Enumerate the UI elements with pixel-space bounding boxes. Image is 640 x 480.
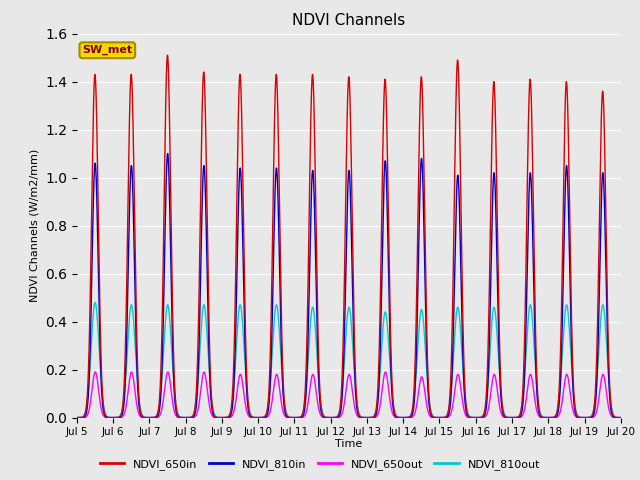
NDVI_810out bbox=[260, 414, 268, 420]
NDVI_650in bbox=[164, 52, 172, 58]
NDVI_810in bbox=[108, 415, 116, 420]
Text: SW_met: SW_met bbox=[82, 45, 132, 55]
NDVI_810out bbox=[193, 385, 201, 391]
NDVI_650out bbox=[193, 409, 201, 415]
NDVI_650out bbox=[73, 415, 81, 420]
NDVI_810out bbox=[108, 415, 116, 420]
NDVI_650in bbox=[260, 414, 268, 420]
NDVI_810out bbox=[516, 412, 524, 418]
Legend: NDVI_650in, NDVI_810in, NDVI_650out, NDVI_810out: NDVI_650in, NDVI_810in, NDVI_650out, NDV… bbox=[95, 455, 545, 474]
Line: NDVI_650in: NDVI_650in bbox=[77, 55, 621, 418]
Line: NDVI_650out: NDVI_650out bbox=[77, 372, 621, 418]
NDVI_650out bbox=[516, 415, 524, 420]
NDVI_810out bbox=[617, 415, 625, 420]
NDVI_650in bbox=[617, 415, 625, 420]
NDVI_810out bbox=[92, 300, 99, 305]
NDVI_650in bbox=[516, 413, 524, 419]
NDVI_810in bbox=[310, 203, 318, 208]
NDVI_650out bbox=[617, 415, 625, 420]
Line: NDVI_810in: NDVI_810in bbox=[77, 154, 621, 418]
NDVI_650in bbox=[73, 415, 81, 420]
NDVI_650out bbox=[92, 369, 99, 375]
NDVI_650out bbox=[108, 415, 116, 420]
Y-axis label: NDVI Channels (W/m2/mm): NDVI Channels (W/m2/mm) bbox=[29, 149, 40, 302]
NDVI_810in bbox=[86, 334, 94, 340]
NDVI_650in bbox=[108, 415, 116, 420]
NDVI_650in bbox=[86, 282, 94, 288]
Title: NDVI Channels: NDVI Channels bbox=[292, 13, 405, 28]
NDVI_810in bbox=[260, 415, 268, 420]
X-axis label: Time: Time bbox=[335, 439, 362, 449]
NDVI_810in bbox=[617, 415, 625, 420]
NDVI_650out bbox=[86, 400, 94, 406]
NDVI_810in bbox=[193, 389, 201, 395]
NDVI_810out bbox=[86, 357, 94, 362]
NDVI_810in bbox=[73, 415, 81, 420]
NDVI_810out bbox=[73, 415, 81, 420]
NDVI_810in bbox=[516, 414, 524, 420]
NDVI_650out bbox=[310, 376, 318, 382]
NDVI_650in bbox=[193, 364, 201, 370]
NDVI_810in bbox=[164, 151, 172, 156]
NDVI_650out bbox=[260, 415, 268, 420]
Line: NDVI_810out: NDVI_810out bbox=[77, 302, 621, 418]
NDVI_810out bbox=[310, 314, 318, 320]
NDVI_650in bbox=[310, 124, 318, 130]
